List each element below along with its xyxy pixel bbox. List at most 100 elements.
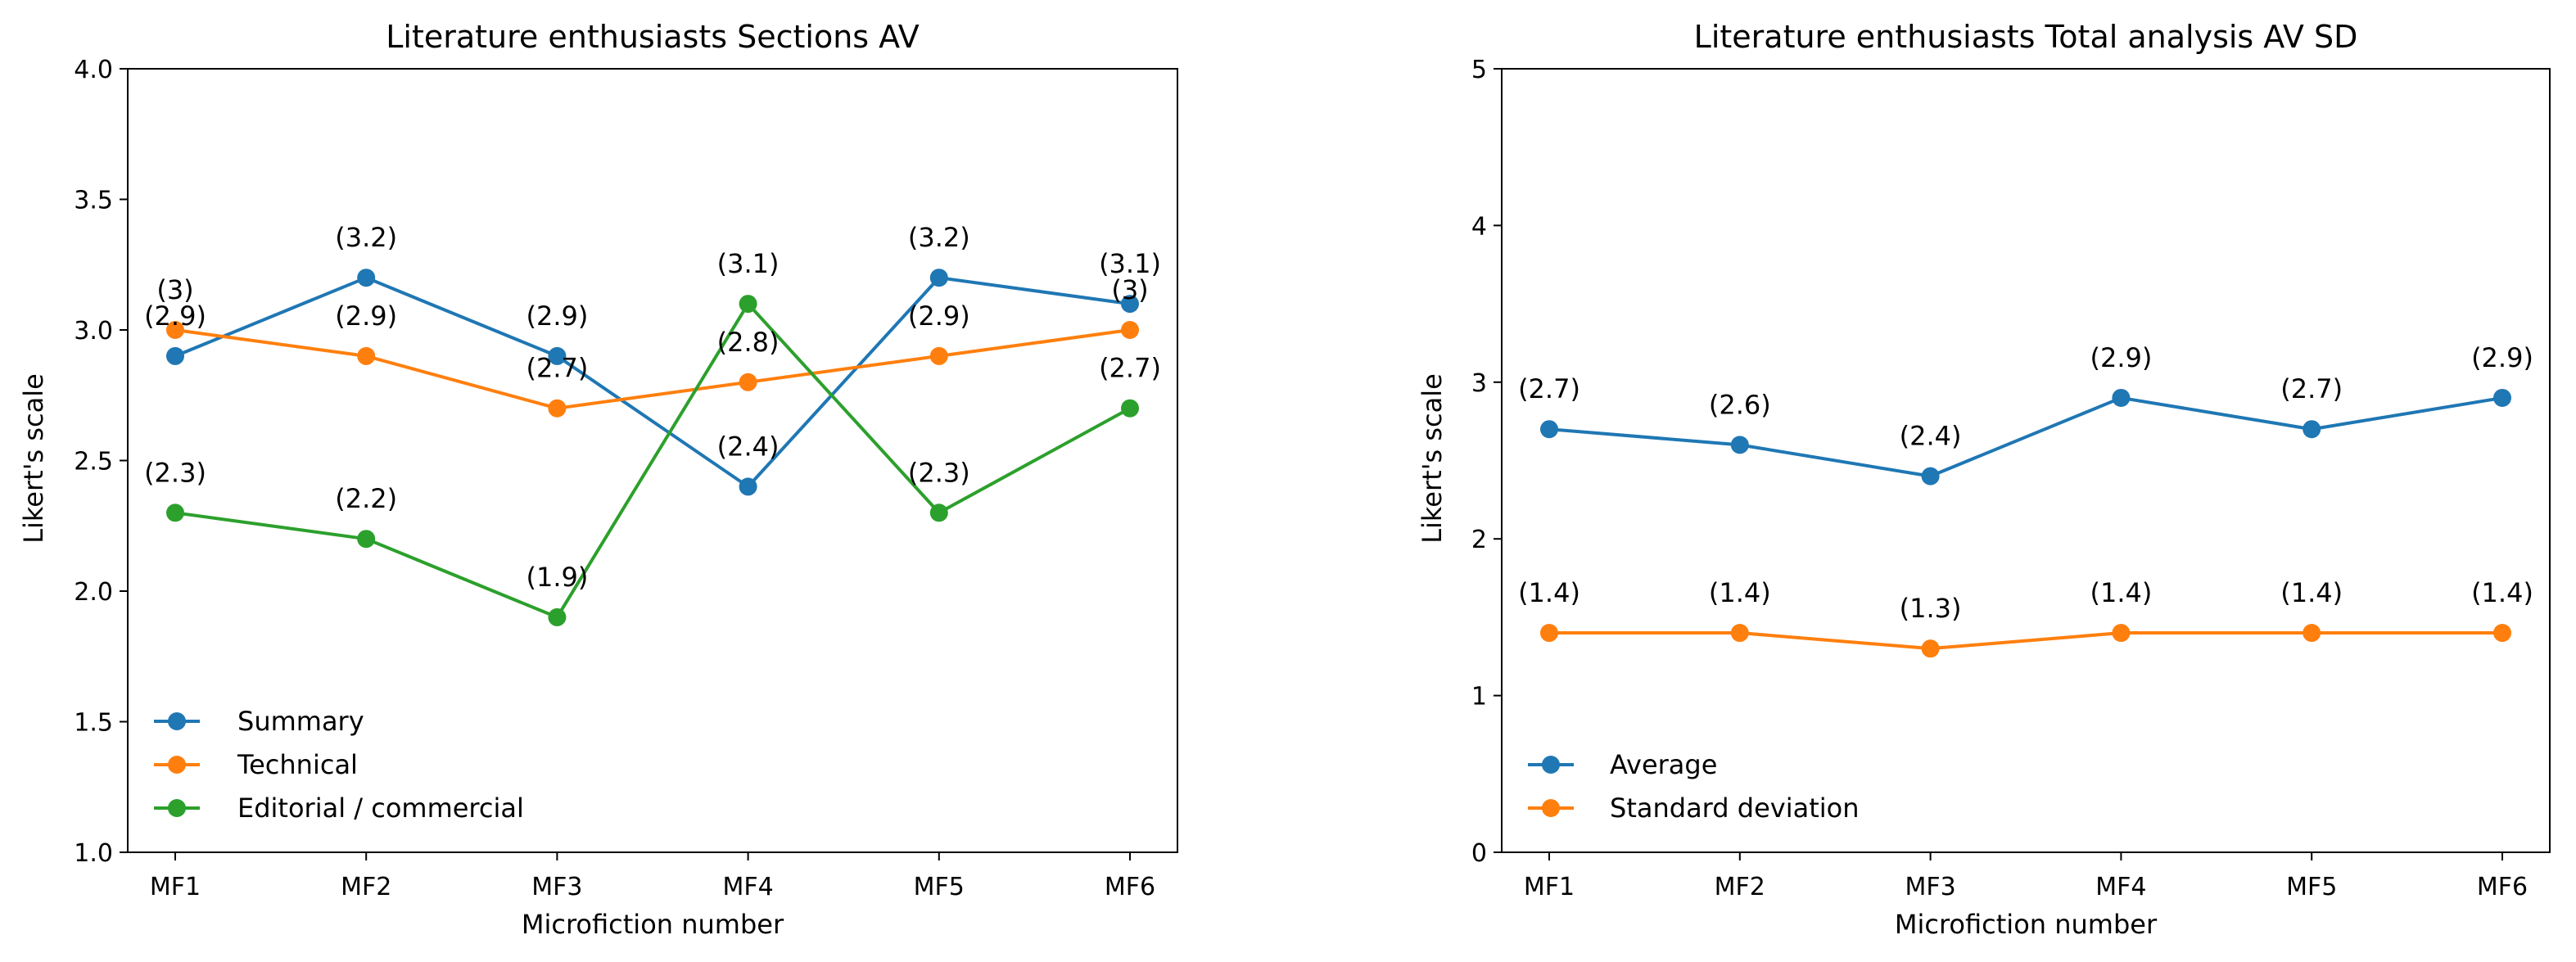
- chart-title: Literature enthusiasts Total analysis AV…: [1694, 19, 2358, 55]
- data-label: (2.9): [144, 300, 206, 332]
- data-label: (1.3): [1900, 593, 1962, 624]
- y-tick-label: 0: [1471, 839, 1487, 868]
- x-tick-label: MF1: [150, 873, 201, 901]
- data-point: [548, 346, 567, 365]
- data-label: (3): [156, 274, 193, 305]
- data-label: (3.1): [1099, 248, 1161, 279]
- y-axis-label: Likert's scale: [1417, 373, 1448, 544]
- y-tick-label: 3.0: [74, 317, 113, 346]
- data-label: (1.4): [2471, 577, 2533, 608]
- data-point: [929, 269, 948, 287]
- data-point: [166, 504, 184, 522]
- data-label: (2.4): [717, 431, 780, 462]
- data-point: [2112, 624, 2131, 643]
- x-tick-label: MF2: [1715, 873, 1765, 901]
- legend-label-technical: Technical: [237, 749, 358, 780]
- series-line: [174, 328, 1131, 410]
- y-tick-label: 3: [1471, 369, 1487, 398]
- data-labels: (2.7) (2.6) (2.4) (2.9) (2.7) (2.9) (1.4) (1.4)…: [1518, 342, 2533, 624]
- y-tick-label: 2.5: [74, 448, 113, 476]
- y-tick-label: 2: [1471, 526, 1487, 554]
- data-label: (2.7): [526, 353, 588, 384]
- data-point: [357, 346, 376, 365]
- legend-label-average: Average: [1610, 749, 1717, 780]
- series-line: [1548, 395, 2503, 478]
- data-point: [1921, 467, 1940, 486]
- x-axis-label: Microfiction number: [522, 909, 784, 940]
- series-layer: [1540, 388, 2511, 658]
- chart-total-analysis: Literature enthusiasts Total analysis AV…: [1417, 19, 2551, 940]
- data-point: [548, 399, 567, 418]
- x-tick-label: MF3: [1905, 873, 1955, 901]
- plot-frame: [127, 68, 1178, 853]
- data-point: [2303, 624, 2321, 643]
- data-point: [2112, 388, 2131, 407]
- x-tick-label: MF2: [341, 873, 391, 901]
- y-tick-label: 4.0: [74, 56, 113, 84]
- data-label: (2.9): [526, 300, 588, 332]
- axis-ticks: MF1 MF2 MF3 MF4 MF5 MF6 1.0 1.5 2.0 2.5 3.0 3.5 4.0: [74, 56, 1155, 901]
- data-label: (2.8): [717, 327, 780, 358]
- data-label: (2.4): [1900, 421, 1962, 452]
- data-point: [1121, 295, 1139, 314]
- legend-marker: [1542, 799, 1560, 817]
- data-label: (2.2): [335, 483, 397, 514]
- data-point: [357, 530, 376, 549]
- legend-item-average: Average: [1528, 749, 1717, 780]
- x-axis-label: Microfiction number: [1895, 909, 2158, 940]
- data-label: (2.9): [335, 300, 397, 332]
- legend-item-summary: Summary: [154, 706, 364, 737]
- data-label: (1.4): [1518, 577, 1580, 608]
- y-tick-label: 4: [1471, 212, 1487, 241]
- legend-marker: [168, 756, 186, 774]
- y-tick-label: 5: [1471, 56, 1487, 84]
- data-point: [1121, 321, 1139, 339]
- data-label: (1.4): [2090, 577, 2152, 608]
- data-point: [2493, 624, 2511, 643]
- legend-item-technical: Technical: [154, 749, 358, 780]
- data-label: (3.2): [908, 222, 970, 253]
- y-tick-label: 3.5: [74, 187, 113, 215]
- data-point: [1540, 624, 1558, 643]
- y-axis-label: Likert's scale: [18, 373, 49, 544]
- data-label: (3.1): [717, 248, 780, 279]
- data-point: [1730, 436, 1749, 454]
- data-point: [739, 373, 757, 391]
- data-label: (2.7): [2280, 373, 2343, 404]
- data-label: (2.9): [2471, 342, 2533, 373]
- data-point: [548, 607, 567, 626]
- data-point: [1730, 624, 1749, 643]
- series-line: [174, 302, 1131, 619]
- data-label: (3.2): [335, 222, 397, 253]
- legend-label-summary: Summary: [237, 706, 364, 737]
- legend-item-standard-deviation: Standard deviation: [1528, 793, 1859, 824]
- x-tick-label: MF6: [1105, 873, 1155, 901]
- legend-marker: [1542, 756, 1560, 774]
- legend: Summary Technical Editorial / commercial: [154, 706, 524, 824]
- y-tick-label: 2.0: [74, 578, 113, 607]
- chart-sections-av: Literature enthusiasts Sections AV Micro…: [18, 19, 1178, 940]
- data-label: (2.9): [2090, 342, 2152, 373]
- series-layer: [166, 269, 1139, 626]
- data-point: [929, 346, 948, 365]
- x-tick-label: MF1: [1524, 873, 1575, 901]
- data-point: [357, 269, 376, 287]
- series-line: [1549, 631, 2502, 651]
- y-tick-label: 1.5: [74, 709, 113, 738]
- legend-marker: [168, 712, 186, 730]
- y-tick-label: 1.0: [74, 839, 113, 868]
- data-label: (3): [1111, 274, 1148, 305]
- data-point: [929, 504, 948, 522]
- x-tick-label: MF3: [531, 873, 582, 901]
- data-label: (2.3): [144, 457, 206, 488]
- legend: Average Standard deviation: [1528, 749, 1859, 824]
- data-point: [739, 295, 757, 314]
- data-point: [1540, 420, 1558, 439]
- legend-label-editorial: Editorial / commercial: [237, 793, 524, 824]
- x-tick-label: MF5: [2286, 873, 2337, 901]
- y-tick-label: 1: [1471, 683, 1487, 711]
- data-point: [2303, 420, 2321, 439]
- data-point: [166, 346, 184, 365]
- data-point: [2493, 388, 2511, 407]
